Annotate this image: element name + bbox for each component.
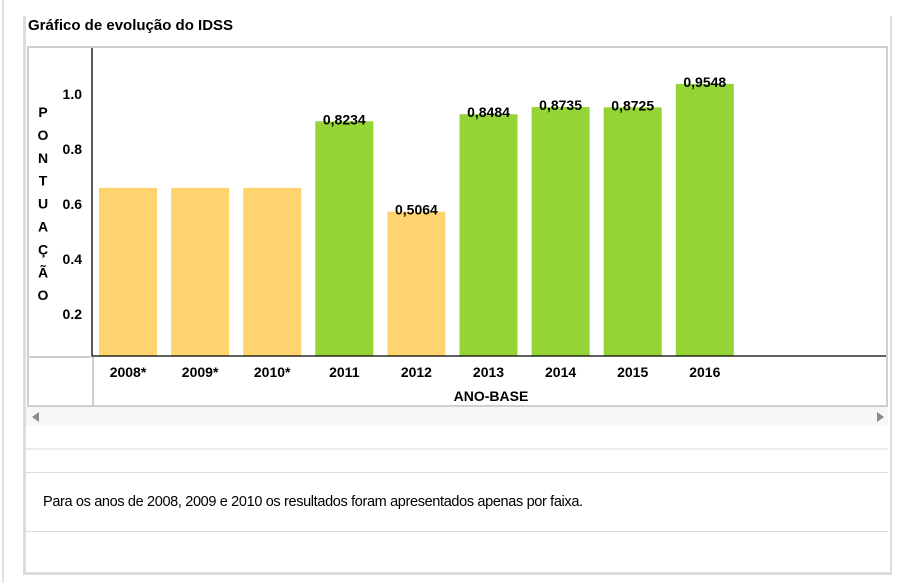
data-label: 0,8735 — [539, 97, 582, 113]
y-axis-title-letter: Ç — [38, 241, 48, 257]
row-divider — [26, 531, 888, 532]
row-divider — [26, 448, 888, 450]
y-tick-label: 0.2 — [63, 306, 83, 322]
x-axis-title: ANO-BASE — [454, 388, 529, 404]
y-axis-title-letter: O — [38, 127, 49, 143]
bar-2008 — [99, 187, 157, 356]
data-label: 0,8234 — [323, 111, 366, 127]
chart-title: Gráfico de evolução do IDSS — [28, 17, 234, 34]
horizontal-scrollbar[interactable] — [26, 407, 888, 426]
y-axis-title-letter: U — [38, 196, 48, 212]
idss-bar-chart: 2008* 2009* 2010* 0,8234 2011 0,5064 2012 0,848… — [29, 48, 886, 405]
y-tick-label: 0.4 — [63, 251, 83, 267]
y-tick-label: 0.6 — [63, 196, 83, 212]
chart-area: 2008* 2009* 2010* 0,8234 2011 0,5064 2012 0,848… — [27, 46, 888, 407]
bar-2009 — [171, 187, 230, 356]
x-tick-label: 2016 — [689, 364, 720, 380]
x-tick-label: 2012 — [401, 364, 432, 380]
chart-panel: Gráfico de evolução do IDSS 2008* 2009* 20… — [23, 16, 892, 575]
y-axis-title-letter: O — [38, 287, 49, 303]
x-tick-label: 2013 — [473, 364, 504, 380]
x-tick-label: 2014 — [545, 364, 576, 380]
y-axis-title-letter: N — [38, 150, 48, 166]
bar-2014 — [531, 107, 590, 356]
data-label: 0,9548 — [683, 74, 726, 90]
footnote-text: Para os anos de 2008, 2009 e 2010 os res… — [43, 494, 583, 510]
x-tick-label: 2009* — [182, 364, 219, 380]
data-label: 0,5064 — [395, 202, 438, 218]
y-axis-title-letter: P — [38, 104, 47, 120]
x-tick-label: 2010* — [254, 364, 291, 380]
arrow-left-icon[interactable] — [32, 412, 39, 422]
page-left-border — [2, 0, 4, 583]
bar-2013 — [459, 114, 518, 357]
bar-2015 — [603, 107, 662, 357]
bar-2010 — [243, 187, 302, 356]
x-tick-label: 2011 — [329, 364, 360, 380]
bar-2012 — [387, 211, 446, 356]
y-tick-label: 1.0 — [63, 86, 83, 102]
data-label: 0,8725 — [611, 97, 654, 113]
data-label: 0,8484 — [467, 104, 510, 120]
y-axis-title-letter: T — [39, 173, 48, 189]
x-tick-label: 2008* — [110, 364, 147, 380]
row-divider — [26, 472, 888, 473]
bar-2011 — [315, 121, 374, 357]
y-axis-title-letter: A — [38, 219, 48, 235]
arrow-right-icon[interactable] — [877, 412, 884, 422]
x-tick-label: 2015 — [617, 364, 648, 380]
bar-2016 — [675, 83, 734, 356]
y-tick-label: 0.8 — [63, 141, 83, 157]
y-axis-title-letter: Ã — [38, 263, 48, 280]
